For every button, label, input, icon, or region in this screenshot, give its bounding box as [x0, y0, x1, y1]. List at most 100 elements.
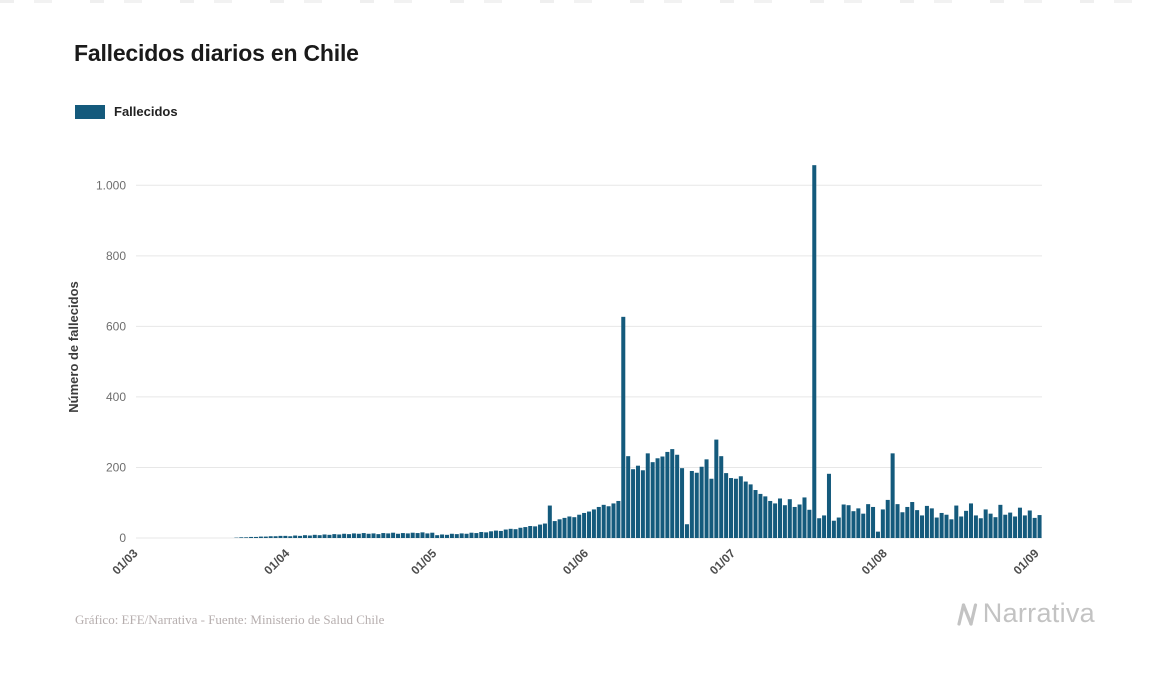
bar: [464, 533, 469, 538]
x-tick-label: 01/03: [109, 546, 140, 577]
bar: [493, 530, 498, 538]
bar: [988, 513, 993, 538]
bar: [954, 505, 959, 538]
bar: [518, 527, 523, 538]
bar: [738, 476, 743, 538]
bar: [631, 469, 636, 538]
bar: [861, 513, 866, 538]
bar: [356, 533, 361, 538]
bar: [371, 533, 376, 538]
bar: [567, 516, 572, 538]
bar: [978, 518, 983, 538]
bar: [875, 531, 880, 538]
bar: [851, 511, 856, 538]
x-tick-label: 01/04: [261, 546, 292, 577]
bar: [298, 535, 303, 538]
bar: [361, 533, 366, 538]
bar: [973, 515, 978, 538]
x-tick-label: 01/07: [707, 546, 738, 577]
bar: [586, 511, 592, 538]
bar: [964, 510, 969, 538]
bar: [454, 534, 459, 538]
bar: [675, 454, 680, 538]
bar: [768, 500, 773, 538]
bar: [376, 534, 381, 538]
bar: [934, 517, 939, 538]
bar: [626, 456, 631, 538]
bar: [680, 468, 685, 538]
bar: [758, 493, 763, 538]
bar: [733, 478, 738, 538]
bar: [856, 508, 861, 538]
bar: [929, 508, 934, 538]
y-tick-label: 200: [106, 460, 126, 474]
bar: [724, 473, 729, 538]
bar: [400, 533, 405, 538]
bar: [983, 509, 988, 538]
bar: [866, 504, 871, 538]
bar: [645, 453, 650, 538]
bar: [513, 529, 518, 538]
bar: [469, 532, 474, 538]
bar: [322, 534, 327, 538]
bar: [557, 519, 562, 538]
bar: [949, 519, 954, 538]
bar: [342, 533, 347, 538]
bar: [841, 504, 846, 538]
bar: [533, 526, 538, 538]
bar: [1008, 512, 1013, 538]
bar: [366, 533, 371, 538]
bar: [694, 472, 699, 538]
y-tick-label: 400: [106, 390, 126, 404]
bar: [968, 503, 973, 538]
bar: [381, 533, 386, 538]
bar: [435, 535, 440, 538]
bar: [792, 506, 797, 538]
bar: [944, 514, 949, 538]
bar: [689, 470, 694, 538]
bar: [606, 506, 611, 538]
bar: [782, 505, 787, 538]
bar: [582, 512, 587, 538]
bar: [410, 532, 415, 538]
bar: [449, 533, 454, 538]
bar: [244, 537, 249, 538]
bar: [748, 484, 753, 538]
bar: [939, 512, 944, 538]
bar: [699, 466, 704, 538]
bar: [273, 536, 278, 538]
bar: [484, 532, 489, 538]
bar: [797, 504, 802, 538]
bar: [420, 532, 425, 538]
bar: [826, 473, 831, 538]
bar: [307, 535, 312, 538]
legend-label: Fallecidos: [114, 104, 178, 119]
bar: [317, 535, 322, 538]
bar: [396, 533, 401, 538]
bar: [337, 534, 342, 538]
y-tick-label: 600: [106, 319, 126, 333]
bar: [528, 526, 533, 538]
bar-chart-canvas: Número de fallecidos 0 200 400 600 800 1.000 0…: [66, 165, 1042, 577]
legend-swatch: [75, 104, 105, 119]
bar: [753, 490, 758, 538]
bar: [998, 504, 1003, 538]
bar: [572, 517, 577, 538]
chart-area: Número de fallecidos 0 200 400 600 800 1.000 0…: [62, 132, 1072, 615]
y-axis-title: Número de fallecidos: [66, 281, 81, 412]
x-tick-label: 01/09: [1011, 546, 1042, 577]
bar: [498, 530, 503, 538]
bar: [562, 517, 567, 538]
bar: [616, 500, 621, 538]
bar: [655, 458, 660, 538]
bar: [640, 470, 645, 538]
bar: [508, 528, 513, 538]
bar: [278, 535, 283, 538]
bar: [920, 515, 925, 538]
bar: [386, 533, 391, 538]
bar: [635, 465, 640, 538]
bar: [591, 509, 596, 538]
x-tick-label: 01/06: [560, 546, 591, 577]
bar: [802, 497, 807, 538]
bar: [283, 535, 288, 538]
